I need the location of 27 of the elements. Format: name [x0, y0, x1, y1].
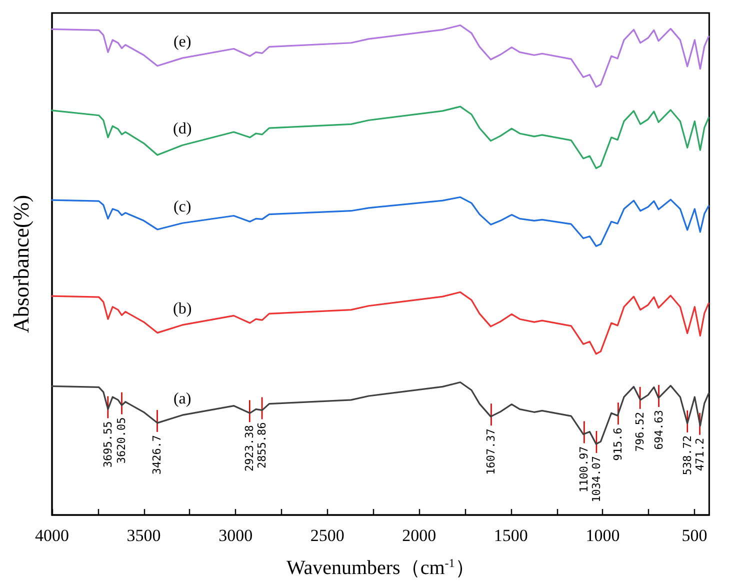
annotation: 1034.07	[590, 456, 603, 502]
annotation: 2923.38	[243, 425, 256, 472]
annotation: 538.72	[680, 435, 694, 476]
annotation: 3620.05	[115, 417, 128, 464]
annotation: 2855.86	[256, 422, 269, 469]
annotation: 3695.55	[101, 421, 114, 468]
annotation: 915.6	[612, 428, 625, 461]
annotation: 694.63	[652, 410, 666, 450]
series-label: (b)	[173, 300, 192, 318]
series-label: (c)	[173, 198, 192, 216]
annotation: 796.52	[634, 412, 647, 452]
annotation: 1100.97	[578, 446, 591, 493]
annotation: 471.2	[693, 438, 706, 471]
series-label: (e)	[173, 34, 192, 51]
x-tick-label: 1000	[586, 526, 620, 545]
series-label: (a)	[173, 390, 192, 408]
series-label: (d)	[173, 120, 192, 138]
y-axis-title: Absorbance(%)	[8, 194, 34, 334]
annotation: 3426.7	[150, 434, 164, 475]
x-tick-label: 4000	[35, 526, 69, 545]
x-tick-label: 500	[682, 526, 708, 545]
annotation: 1607.37	[484, 428, 498, 475]
x-tick-label: 3000	[218, 526, 253, 545]
x-tick-label: 2500	[310, 526, 344, 545]
x-tick-label: 3500	[126, 526, 161, 545]
x-tick-label: 2000	[402, 526, 436, 545]
x-tick-label: 1500	[494, 526, 528, 545]
